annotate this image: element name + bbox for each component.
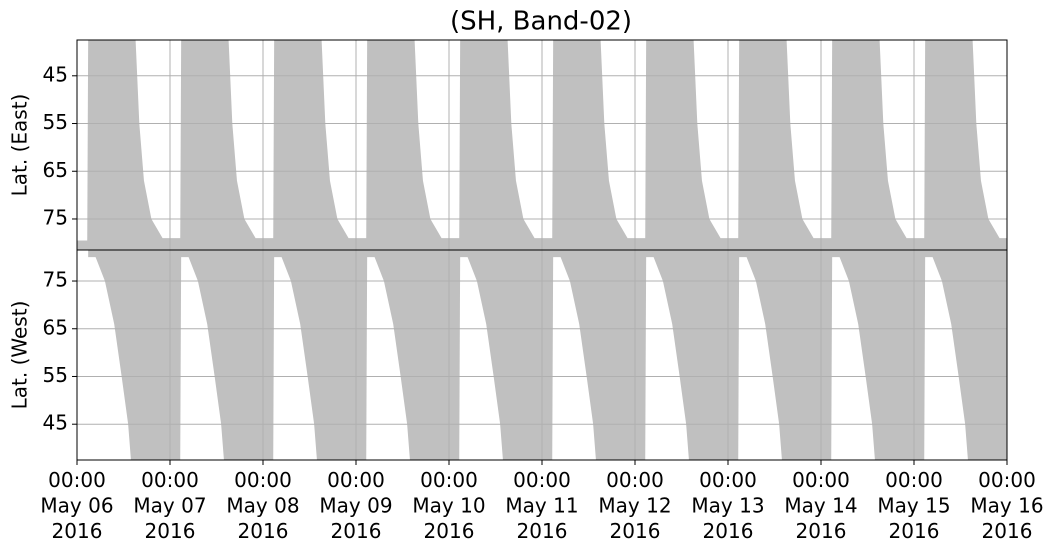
- x-tick-label: 00:00 May 14 2016: [784, 468, 857, 543]
- y-tick-label: 75: [43, 205, 68, 229]
- y-axis-label: Lat. (East): [8, 94, 32, 197]
- y-tick-label: 65: [43, 315, 68, 339]
- x-tick-label: 00:00 May 08 2016: [226, 468, 299, 543]
- coverage-area: [88, 250, 1007, 460]
- coverage-area: [77, 40, 1007, 250]
- x-tick-label: 00:00 May 13 2016: [691, 468, 764, 543]
- x-tick-label: 00:00 May 07 2016: [133, 468, 206, 543]
- chart-title: (SH, Band-02): [450, 7, 632, 37]
- y-tick-label: 45: [43, 411, 68, 435]
- x-tick-label: 00:00 May 16 2016: [970, 468, 1043, 543]
- x-tick-label: 00:00 May 06 2016: [40, 468, 113, 543]
- y-tick-label: 65: [43, 158, 68, 182]
- y-tick-label: 55: [43, 363, 68, 387]
- y-tick-label: 75: [43, 268, 68, 292]
- x-tick-label: 00:00 May 09 2016: [319, 468, 392, 543]
- x-tick-label: 00:00 May 15 2016: [877, 468, 950, 543]
- y-tick-label: 55: [43, 110, 68, 134]
- x-tick-label: 00:00 May 12 2016: [598, 468, 671, 543]
- x-tick-label: 00:00 May 10 2016: [412, 468, 485, 543]
- y-tick-label: 45: [43, 62, 68, 86]
- y-axis-label: Lat. (West): [8, 301, 32, 410]
- x-tick-label: 00:00 May 11 2016: [505, 468, 578, 543]
- panel-frame: [76, 249, 1008, 461]
